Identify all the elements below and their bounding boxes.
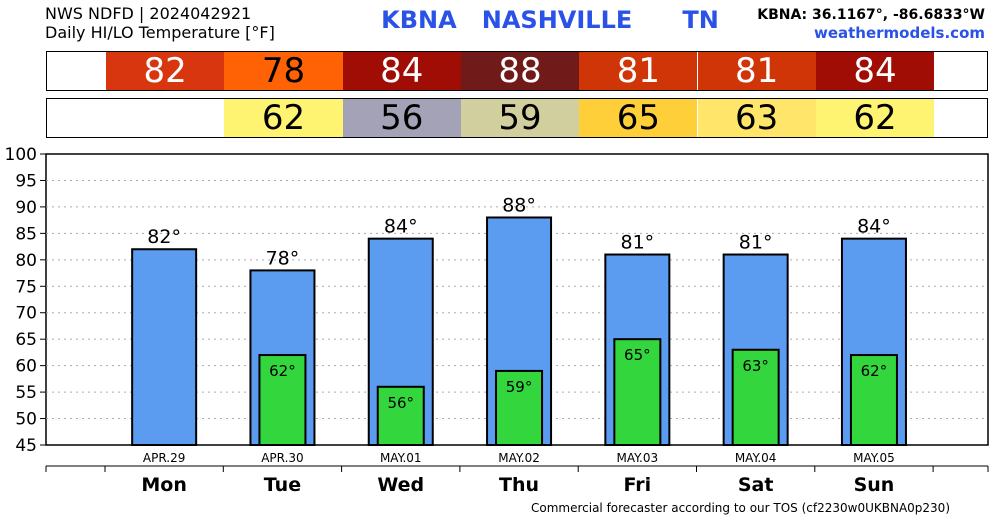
- date-label: MAY.03: [617, 451, 659, 465]
- hi-cell: 81: [579, 52, 698, 90]
- hi-bar-label: 82°: [147, 226, 181, 248]
- station-title: KBNA NASHVILLE TN: [381, 6, 719, 34]
- y-tick-label: 45: [15, 436, 37, 456]
- date-label: APR.29: [143, 451, 185, 465]
- lo-cell: 62: [224, 99, 343, 137]
- y-tick-label: 95: [15, 171, 37, 191]
- date-label: APR.30: [261, 451, 303, 465]
- lo-cell: 59: [460, 99, 580, 137]
- hi-bar-label: 88°: [502, 194, 536, 216]
- hi-bar: [131, 248, 198, 446]
- lo-bar: [849, 354, 898, 446]
- hi-cell: 78: [224, 52, 343, 90]
- day-label: Sun: [854, 474, 895, 496]
- y-tick-label: 90: [15, 198, 37, 218]
- lo-cell: 56: [342, 99, 461, 137]
- lo-temp-strip: 62 56 59 65 63 62: [46, 98, 988, 138]
- lo-bar-label: 63°: [742, 357, 769, 375]
- hi-bar-label: 78°: [266, 247, 300, 269]
- header-info: NWS NDFD | 2024042921 Daily HI/LO Temper…: [45, 4, 275, 42]
- lo-bar: [376, 385, 425, 446]
- day-label: Thu: [499, 474, 539, 496]
- footer-note: Commercial forecaster according to our T…: [530, 501, 950, 515]
- hi-cell: 84: [342, 52, 461, 90]
- header-right: KBNA: 36.1167°, -86.6833°W weathermodels…: [757, 6, 985, 42]
- lo-bar-label: 59°: [506, 378, 533, 396]
- hi-bar-label: 81°: [739, 232, 773, 254]
- variable-label: Daily HI/LO Temperature [°F]: [45, 23, 275, 42]
- lo-bar: [495, 369, 544, 446]
- y-tick-label: 100: [5, 145, 37, 165]
- y-tick-label: 65: [15, 330, 37, 350]
- lo-bar: [613, 338, 662, 447]
- model-run-label: NWS NDFD | 2024042921: [45, 4, 252, 23]
- hi-cell: 88: [460, 52, 580, 90]
- site-link[interactable]: weathermodels.com: [813, 24, 985, 42]
- hi-bar-label: 84°: [384, 216, 418, 238]
- y-tick-label: 70: [15, 304, 37, 324]
- lo-cell: 63: [697, 99, 816, 137]
- date-label: MAY.02: [498, 451, 540, 465]
- lo-bar: [258, 354, 307, 446]
- lo-bar-label: 65°: [624, 346, 651, 364]
- day-label: Tue: [264, 474, 301, 496]
- day-label: Fri: [624, 474, 652, 496]
- lo-bar-label: 56°: [387, 394, 414, 412]
- hi-cell: 81: [697, 52, 816, 90]
- date-label: MAY.04: [735, 451, 777, 465]
- lo-bar: [731, 348, 780, 447]
- y-tick-label: 50: [15, 410, 37, 430]
- day-label: Wed: [377, 474, 424, 496]
- date-label: MAY.01: [380, 451, 422, 465]
- date-label: MAY.05: [853, 451, 895, 465]
- y-tick-label: 55: [15, 383, 37, 403]
- lo-cell: 62: [815, 99, 935, 137]
- hi-cell: 84: [815, 52, 935, 90]
- day-label: Mon: [141, 474, 187, 496]
- hi-bar-label: 81°: [621, 232, 655, 254]
- hi-bar-label: 84°: [857, 216, 891, 238]
- hi-cell: 82: [106, 52, 225, 90]
- lo-bar-label: 62°: [269, 362, 296, 380]
- lo-bar-label: 62°: [861, 362, 888, 380]
- day-label: Sat: [738, 474, 774, 496]
- y-tick-label: 80: [15, 251, 37, 271]
- hi-temp-strip: 82 78 84 88 81 81 84: [46, 51, 988, 91]
- y-tick-label: 75: [15, 277, 37, 297]
- y-tick-label: 60: [15, 357, 37, 377]
- y-tick-label: 85: [15, 224, 37, 244]
- lo-cell: 65: [579, 99, 698, 137]
- station-coords: KBNA: 36.1167°, -86.6833°W: [757, 7, 985, 23]
